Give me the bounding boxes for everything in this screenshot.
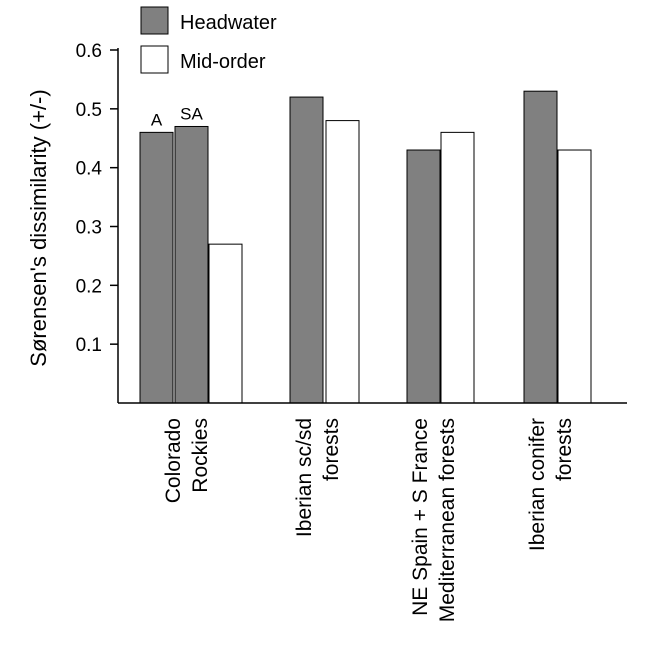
y-tick-label: 0.4 xyxy=(76,159,103,180)
legend-swatch-headwater xyxy=(140,6,169,35)
x-tick-label-line: Colorado xyxy=(162,418,185,503)
bar-annotation-a: A xyxy=(151,110,163,129)
bar-annotations: A SA xyxy=(151,104,204,129)
legend-label-headwater: Headwater xyxy=(180,12,277,34)
legend: Headwater Mid-order xyxy=(140,6,277,74)
bar-headwater-sa xyxy=(174,125,209,404)
x-tick-label: Colorado Rockies xyxy=(162,418,212,503)
x-tick-label-line: NE Spain + S France xyxy=(409,418,432,616)
bar-headwater xyxy=(289,96,324,404)
y-tick-label: 0.3 xyxy=(76,218,102,239)
x-tick-label-line: Iberian sc/sd xyxy=(293,418,316,537)
bar-headwater xyxy=(406,149,441,404)
y-tick-label: 0.1 xyxy=(76,335,102,356)
y-tick-label: 0.5 xyxy=(76,100,102,121)
y-tick-label: 0.2 xyxy=(76,276,102,297)
x-tick-label-line: Mediterranean forests xyxy=(436,418,459,622)
x-tick-label: Iberian sc/sd forests xyxy=(293,418,343,537)
bar-mid-order xyxy=(208,243,243,404)
bar-annotation-sa: SA xyxy=(180,104,203,123)
x-tick-label-line: forests xyxy=(320,418,343,481)
y-tick-label: 0.6 xyxy=(76,41,102,62)
bar-headwater xyxy=(139,131,174,404)
bar-mid-order xyxy=(325,120,360,404)
x-tick-label: NE Spain + S France Mediterranean forests xyxy=(409,418,459,622)
bar-mid-order xyxy=(440,131,475,404)
legend-swatch-mid-order xyxy=(140,45,169,74)
x-tick-label-line: Iberian conifer xyxy=(526,418,549,551)
x-tick-label: Iberian conifer forests xyxy=(526,418,576,551)
x-axis-tick-labels: Colorado Rockies Iberian sc/sd forests NE Sp… xyxy=(162,418,576,622)
x-tick-label-line: forests xyxy=(553,418,576,481)
y-axis-label: Sørensen's dissimilarity (+/-) xyxy=(26,89,51,366)
bar-mid-order xyxy=(557,149,592,404)
legend-label-mid-order: Mid-order xyxy=(180,51,266,73)
x-tick-label-line: Rockies xyxy=(189,418,212,493)
bars xyxy=(139,90,592,404)
y-axis-ticks: 0.1 0.2 0.3 0.4 0.5 0.6 xyxy=(76,41,118,356)
bar-headwater xyxy=(523,90,558,404)
